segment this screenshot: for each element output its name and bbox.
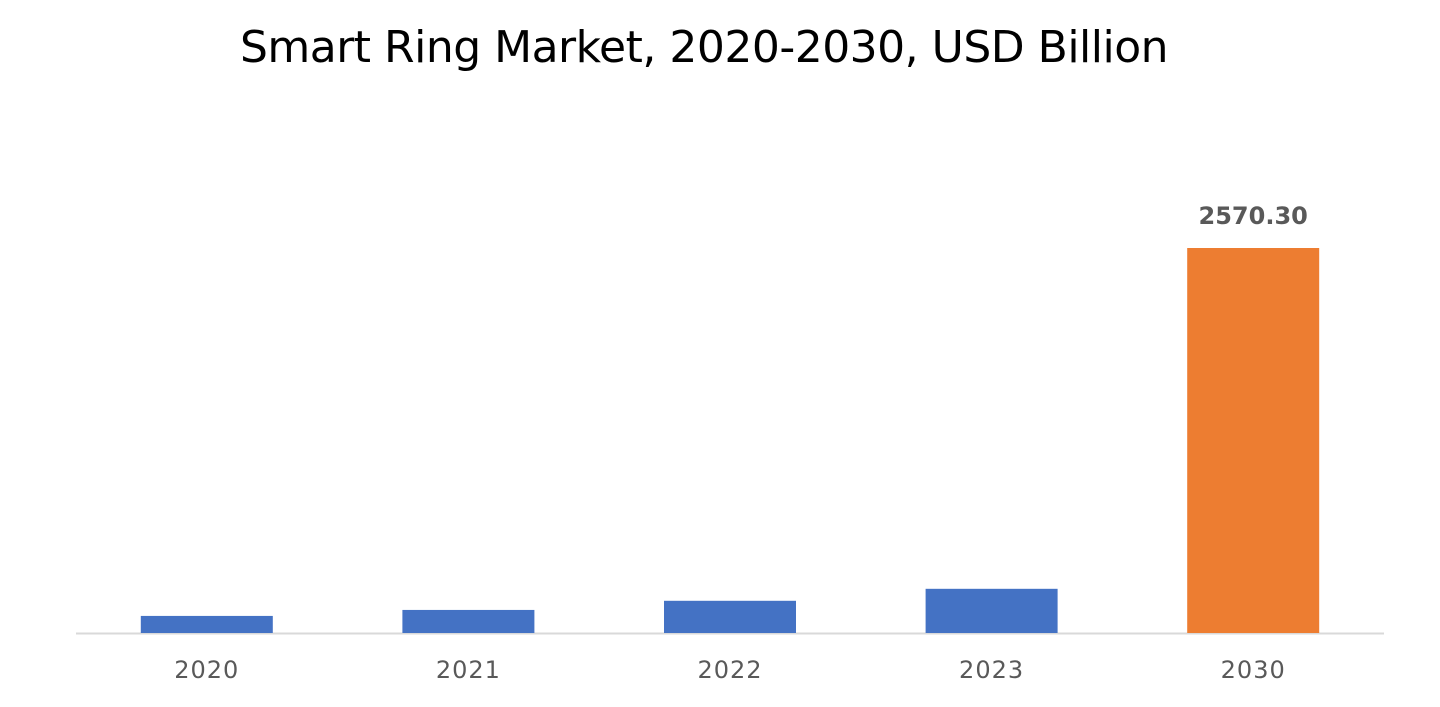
x-tick-label: 2023 <box>959 656 1024 684</box>
data-label: 2570.30 <box>1199 202 1308 230</box>
x-tick-label: 2020 <box>174 656 239 684</box>
bar-2022 <box>664 600 796 633</box>
x-tick-label: 2021 <box>436 656 501 684</box>
bar-2021 <box>402 609 535 633</box>
chart-title: Smart Ring Market, 2020-2030, USD Billio… <box>239 22 1169 73</box>
x-tick-label: 2030 <box>1221 656 1286 684</box>
bar-2020 <box>140 615 273 633</box>
bar-2023 <box>925 588 1058 633</box>
x-tick-label: 2022 <box>697 656 762 684</box>
bar-2030 <box>1187 248 1320 633</box>
